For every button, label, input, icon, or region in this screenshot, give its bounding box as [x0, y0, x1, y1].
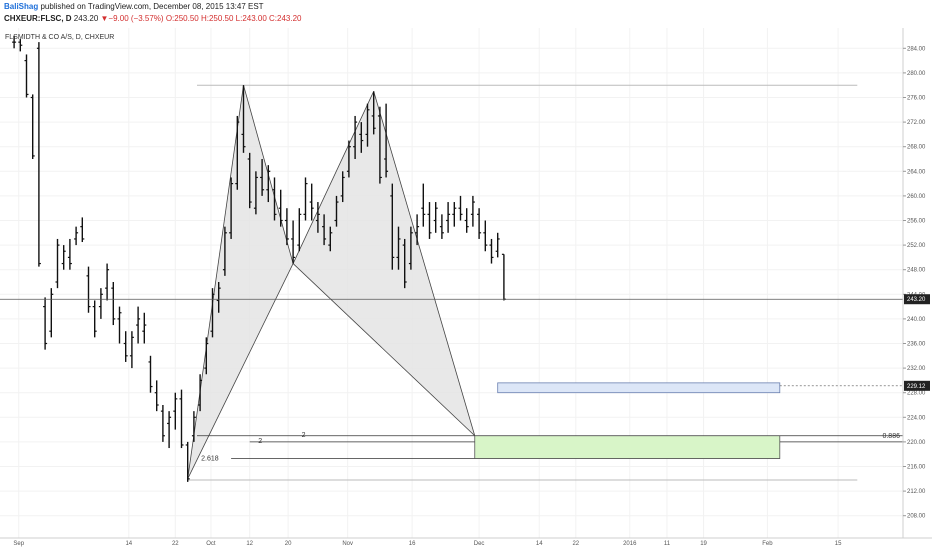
ohlc-values: O:250.50 H:250.50 L:243.00 C:243.20 — [165, 14, 302, 23]
y-tick-label: 272.00 — [907, 120, 926, 126]
fib-label: 2 — [258, 438, 262, 445]
publisher-line: BaliShag published on TradingView.com, D… — [4, 2, 264, 11]
y-tick-label: 232.00 — [907, 366, 926, 372]
price-axis[interactable]: 208.00 212.00 216.00 220.00 224.00 228.00 232.… — [903, 46, 926, 520]
target-price-label-bg — [904, 380, 930, 391]
x-tick-label: 14 — [125, 541, 132, 547]
fib-label: 2.618 — [201, 456, 219, 463]
y-tick-label: 240.00 — [907, 317, 926, 323]
x-tick-label: 11 — [664, 541, 671, 547]
y-tick-label: 224.00 — [907, 415, 926, 421]
last-price-label-bg — [904, 294, 930, 305]
fib-label: 2 — [302, 432, 306, 439]
fib-label: 0.886 — [882, 433, 900, 440]
symbol-name: CHXEUR:FLSC, D — [4, 14, 72, 23]
y-tick-label: 260.00 — [907, 194, 926, 200]
reference-lines — [187, 84, 858, 481]
y-tick-label: 264.00 — [907, 169, 926, 175]
harmonic-pattern[interactable] — [187, 85, 476, 479]
x-tick-label: 19 — [700, 541, 707, 547]
price-zones[interactable] — [474, 382, 781, 459]
x-tick-label: 22 — [572, 541, 579, 547]
y-tick-label: 284.00 — [907, 46, 926, 52]
y-tick-label: 248.00 — [907, 268, 926, 274]
x-tick-label: Dec — [474, 541, 485, 547]
x-tick-label: 14 — [536, 541, 543, 547]
pattern-leg-bd — [292, 263, 476, 437]
chart-legend: FLSMIDTH & CO A/S, D, CHXEUR — [5, 34, 114, 41]
last-price-text: 243.20 — [73, 14, 99, 23]
symbol-line: CHXEUR:FLSC, D 243.20 ▼−9.00 (−3.57%) O:… — [4, 14, 301, 23]
x-tick-label: Nov — [342, 541, 353, 547]
last-price-line — [0, 298, 903, 387]
y-tick-label: 236.00 — [907, 342, 926, 348]
pattern-triangle-bcd — [293, 91, 475, 436]
y-tick-label: 208.00 — [907, 514, 926, 520]
pattern-leg — [187, 85, 244, 479]
last-price-label: 243.20 — [907, 297, 926, 303]
y-tick-label: 268.00 — [907, 145, 926, 151]
ohlc-bars — [12, 36, 506, 482]
y-tick-label: 256.00 — [907, 219, 926, 225]
target-zone — [497, 382, 781, 394]
price-change: −9.00 (−3.57%) — [108, 14, 164, 23]
y-tick-label: 216.00 — [907, 465, 926, 471]
y-tick-label: 212.00 — [907, 489, 926, 495]
y-tick-label: 280.00 — [907, 71, 926, 77]
y-tick-label: 276.00 — [907, 96, 926, 102]
target-price-label: 229.12 — [907, 384, 926, 390]
x-tick-label: 2016 — [623, 541, 637, 547]
x-tick-label: 20 — [285, 541, 292, 547]
x-tick-label: Sep — [13, 541, 24, 547]
y-tick-label: 228.00 — [907, 391, 926, 397]
publisher-username[interactable]: BaliShag — [4, 2, 39, 11]
x-tick-label: Feb — [762, 541, 773, 547]
chart-grid — [0, 28, 903, 538]
x-tick-label: 12 — [246, 541, 253, 547]
pattern-leg — [292, 91, 375, 264]
x-tick-label: Oct — [206, 541, 216, 547]
chart-header: BaliShag published on TradingView.com, D… — [0, 0, 932, 28]
change-down-arrow-icon: ▼ — [100, 14, 109, 23]
y-tick-label: 220.00 — [907, 440, 926, 446]
published-text: published on TradingView.com, December 0… — [40, 2, 264, 11]
x-tick-label: 22 — [172, 541, 179, 547]
x-tick-label: 16 — [409, 541, 416, 547]
pattern-triangle-xab — [187, 85, 294, 479]
prz-zone — [474, 435, 781, 459]
x-tick-label: 15 — [835, 541, 842, 547]
pattern-leg — [373, 91, 476, 436]
y-tick-label: 252.00 — [907, 243, 926, 249]
price-axis-labels: 243.20 229.12 — [904, 294, 930, 391]
time-axis[interactable]: Sep 14 22 Oct 12 20 Nov 16 Dec 14 22 2016 11 19 Feb 15 — [13, 541, 842, 547]
